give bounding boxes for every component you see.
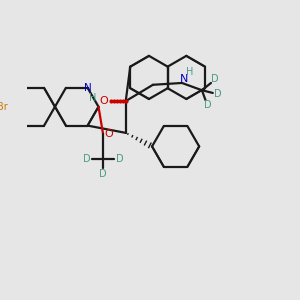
- Text: N: N: [180, 74, 188, 84]
- Text: D: D: [203, 100, 211, 110]
- Text: O: O: [100, 96, 108, 106]
- Text: D: D: [211, 74, 218, 84]
- Text: H: H: [186, 67, 194, 77]
- Text: O: O: [104, 129, 113, 139]
- Text: N: N: [84, 83, 92, 93]
- Text: H: H: [89, 93, 97, 103]
- Text: D: D: [83, 154, 91, 164]
- Text: D: D: [99, 169, 107, 179]
- Text: D: D: [116, 154, 123, 164]
- Text: D: D: [214, 89, 222, 99]
- Text: Br: Br: [0, 102, 8, 112]
